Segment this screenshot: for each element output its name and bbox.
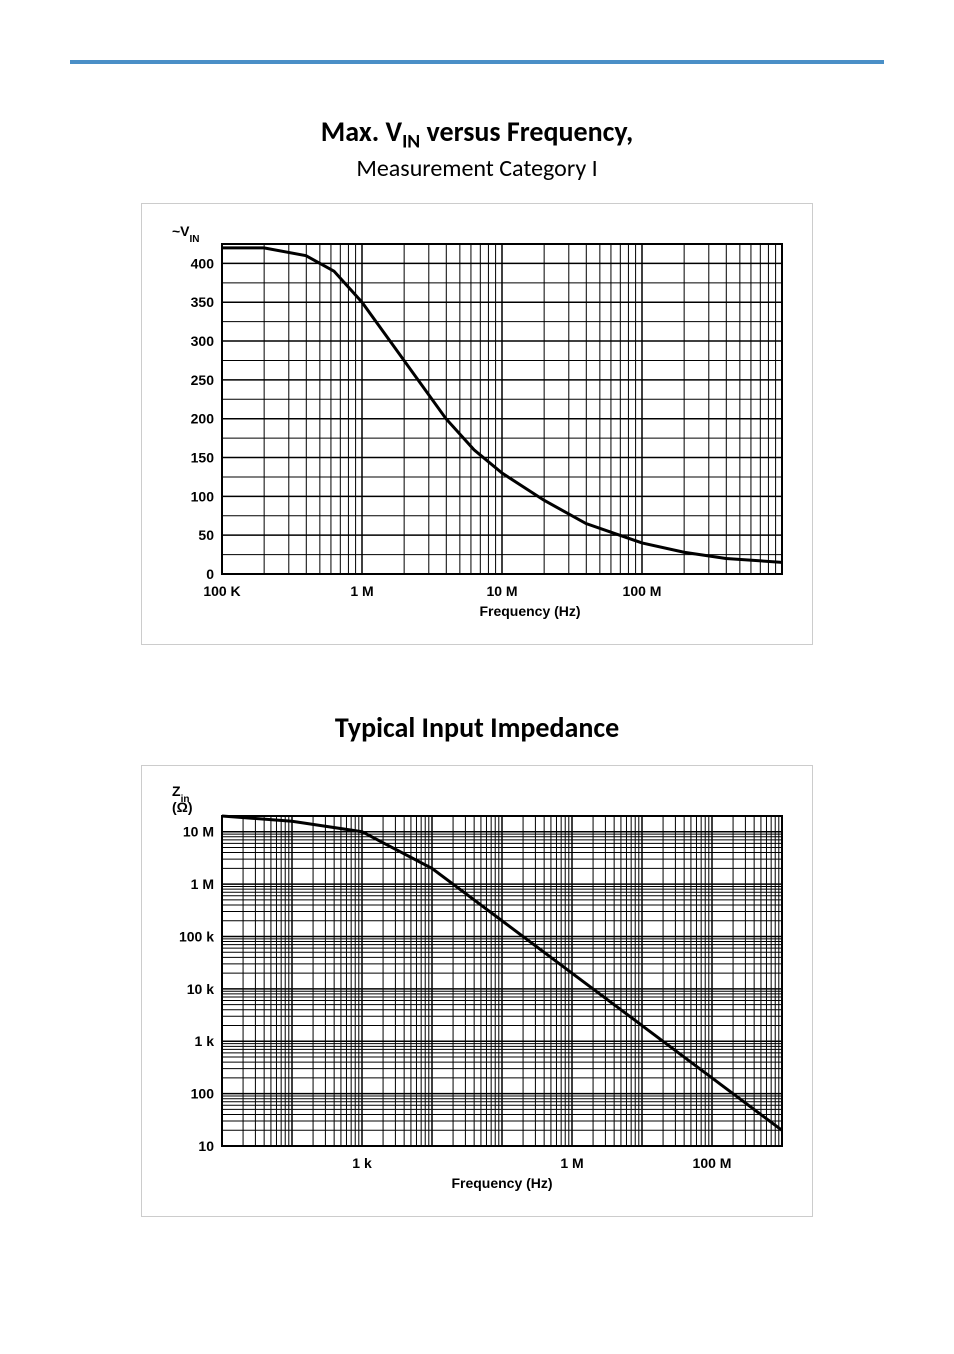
svg-text:1 M: 1 M	[560, 1155, 583, 1171]
svg-text:10 M: 10 M	[183, 823, 214, 839]
svg-text:1 k: 1 k	[195, 1033, 215, 1049]
chart1-subtitle: Measurement Category I	[70, 154, 884, 183]
svg-text:100 M: 100 M	[693, 1155, 732, 1171]
chart2-block: Typical Input Impedance 10 100 1 k 10 k 100 …	[70, 710, 884, 1222]
svg-text:200: 200	[191, 410, 215, 426]
svg-text:100: 100	[191, 488, 215, 504]
svg-text:100 M: 100 M	[623, 583, 662, 599]
svg-text:400: 400	[191, 255, 215, 271]
svg-text:1 M: 1 M	[191, 876, 214, 892]
svg-text:350: 350	[191, 294, 215, 310]
chart2-title: Typical Input Impedance	[70, 710, 884, 745]
chart1-title-prefix: Max. V	[321, 114, 402, 149]
svg-text:Frequency (Hz): Frequency (Hz)	[479, 603, 580, 619]
svg-text:~VIN: ~VIN	[172, 223, 200, 245]
svg-text:150: 150	[191, 449, 215, 465]
svg-text:100 k: 100 k	[179, 928, 214, 944]
svg-text:300: 300	[191, 333, 215, 349]
chart1-svg: 0 50 100 150 200 250 300 350 400 ~VIN 100 K 1 M 10 M…	[152, 214, 802, 634]
svg-text:10 M: 10 M	[486, 583, 517, 599]
header-rule	[70, 60, 884, 64]
svg-text:(Ω): (Ω)	[172, 799, 193, 815]
chart2-svg: 101001 k10 k100 k1 M10 MZin(Ω)1 k1 M100 …	[152, 776, 802, 1206]
chart1-title: Max. VIN versus Frequency,	[70, 114, 884, 154]
chart2-container: 101001 k10 k100 k1 M10 MZin(Ω)1 k1 M100 …	[141, 765, 813, 1217]
svg-text:250: 250	[191, 371, 215, 387]
svg-text:1 k: 1 k	[352, 1155, 372, 1171]
svg-text:1 M: 1 M	[350, 583, 373, 599]
svg-text:10 k: 10 k	[187, 980, 214, 996]
chart1-title-suffix: versus Frequency,	[420, 114, 633, 149]
svg-text:50: 50	[198, 527, 214, 543]
svg-text:100 K: 100 K	[203, 583, 240, 599]
chart1-title-sub: IN	[402, 130, 420, 154]
chart1-block: Max. VIN versus Frequency, Measurement C…	[70, 114, 884, 650]
spacer	[70, 745, 884, 765]
chart1-container: 0 50 100 150 200 250 300 350 400 ~VIN 100 K 1 M 10 M…	[141, 203, 813, 645]
svg-text:Frequency (Hz): Frequency (Hz)	[451, 1175, 552, 1191]
svg-text:100: 100	[191, 1085, 215, 1101]
document-page: Max. VIN versus Frequency, Measurement C…	[0, 0, 954, 1342]
svg-text:10: 10	[198, 1138, 214, 1154]
svg-text:0: 0	[206, 566, 214, 582]
